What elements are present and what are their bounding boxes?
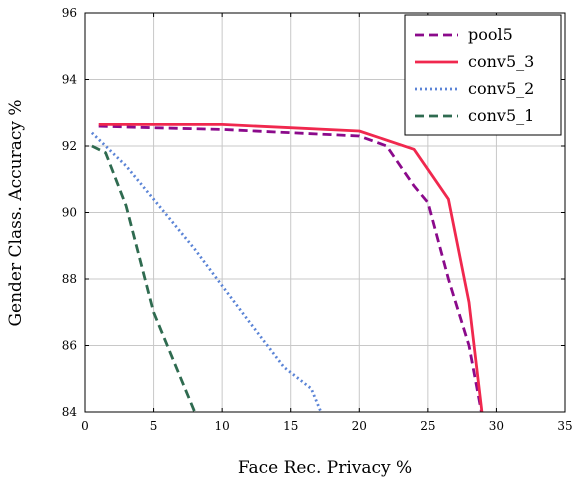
series-line-conv5-1	[91, 144, 196, 412]
x-ticks: 0 5 10 15 20 25 30 35	[81, 13, 573, 433]
x-tick-label: 35	[557, 419, 572, 433]
series-line-conv5-2	[90, 131, 323, 412]
y-tick-label: 86	[62, 339, 77, 353]
y-tick-label: 84	[62, 405, 78, 419]
x-tick-label: 25	[420, 419, 435, 433]
legend: pool5 conv5_3 conv5_2 conv5_1	[404, 14, 562, 136]
x-tick-label: 5	[150, 419, 158, 433]
x-axis-label: Face Rec. Privacy %	[238, 458, 412, 478]
legend-label: conv5_2	[468, 79, 534, 98]
y-tick-label: 92	[62, 139, 77, 153]
y-tick-label: 94	[62, 73, 78, 87]
series-lines	[90, 123, 484, 412]
series-line-conv5-3	[98, 123, 484, 412]
y-tick-label: 88	[62, 272, 77, 286]
y-tick-label: 96	[62, 6, 77, 20]
y-ticks: 84 86 88 90 92 94 96	[62, 6, 565, 419]
legend-label: conv5_1	[468, 106, 534, 125]
series-line-pool5	[98, 124, 483, 412]
x-tick-label: 0	[81, 419, 89, 433]
y-axis-label: Gender Class. Accuracy %	[6, 99, 26, 326]
y-tick-label: 90	[62, 206, 77, 220]
x-tick-label: 15	[283, 419, 298, 433]
x-tick-label: 30	[489, 419, 504, 433]
legend-label: pool5	[468, 25, 513, 44]
x-tick-label: 20	[352, 419, 367, 433]
x-tick-label: 10	[215, 419, 230, 433]
legend-label: conv5_3	[468, 52, 534, 71]
